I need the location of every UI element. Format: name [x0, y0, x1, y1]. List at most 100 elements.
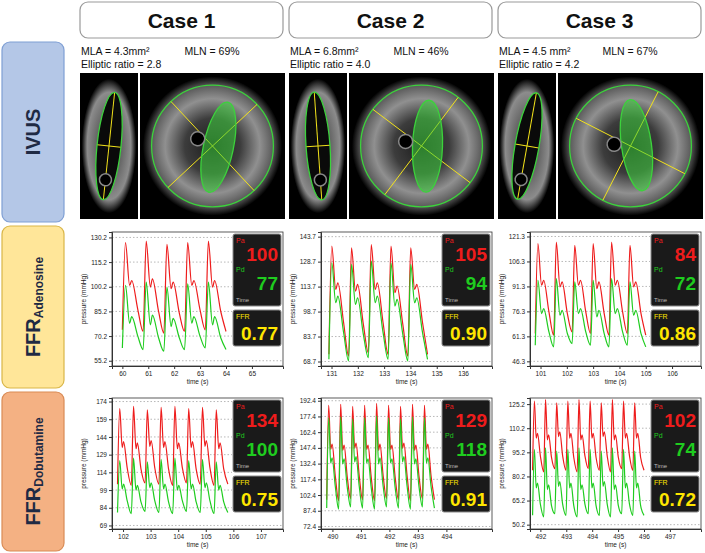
y-axis: 698499114129144159174: [96, 398, 112, 529]
tick: 64: [223, 366, 231, 377]
tick-mark: [618, 529, 619, 532]
plot-frame: [530, 398, 701, 529]
ivus-image: [80, 73, 138, 219]
tick: 98.7: [303, 308, 321, 315]
minor-axis: [97, 145, 121, 148]
axis-line: [322, 530, 493, 533]
grid-line: [321, 236, 441, 237]
tick-label: 162.4: [300, 429, 317, 436]
readout-label: Pa: [654, 403, 663, 410]
ivus-mla: MLA = 4.3mm²: [81, 45, 150, 57]
tick: 46.3: [512, 358, 530, 365]
tick-label: 103: [588, 370, 599, 377]
ffr-chart: 13113213313413513668.783.798.7113.7128.7…: [289, 232, 493, 386]
tick-label: 46.3: [512, 358, 525, 365]
pressure-line: [535, 279, 645, 347]
tick: 117.4: [300, 476, 321, 483]
tick: 133: [379, 366, 390, 377]
tick-mark: [437, 366, 438, 369]
tick-mark: [646, 366, 647, 369]
tick-label: 492: [384, 533, 395, 540]
plot-background: [530, 398, 701, 529]
x-axis: 492493494495496497: [531, 529, 702, 540]
tick-mark: [527, 361, 530, 362]
tick-label: 70.2: [94, 333, 107, 340]
tick: 103: [146, 529, 157, 540]
tick-mark: [384, 366, 385, 369]
tick: 95.2: [512, 449, 530, 456]
tick-label: 102: [562, 370, 573, 377]
ffr-label: FFR: [236, 313, 250, 320]
tick-label: 60: [119, 370, 127, 377]
tick-label: 135: [432, 370, 443, 377]
tick: 101: [536, 366, 547, 377]
tick-mark: [463, 366, 464, 369]
plot-background: [112, 232, 283, 366]
grid-line: [112, 454, 232, 455]
axis-line: [318, 233, 322, 367]
axis-line: [109, 233, 113, 367]
tick-mark: [174, 366, 175, 369]
tick-label: 115.2: [91, 259, 107, 266]
tick: 491: [356, 529, 367, 540]
tick-mark: [332, 366, 333, 369]
tick-mark: [109, 287, 112, 288]
tick-mark: [540, 529, 541, 532]
tick: 495: [613, 529, 624, 540]
tick-mark: [527, 476, 530, 477]
ffr-chart: 102103104105106107698499114129144159174t…: [80, 398, 284, 549]
plot-frame: [321, 398, 492, 529]
readout-value: 72: [675, 273, 696, 294]
pressure-readout: Pa105Pd94TimeFFR0.90: [442, 234, 490, 346]
y-axis-title: pressure (mmHg): [80, 274, 88, 325]
y-axis: 55.270.285.2100.2115.2130.2: [91, 233, 113, 367]
plot-background: [321, 232, 492, 366]
tick-mark: [109, 237, 112, 238]
tick-mark: [109, 311, 112, 312]
grid-line: [530, 428, 650, 429]
grid-line: [112, 262, 232, 263]
lumen-fill: [302, 91, 333, 200]
ivus-panel: MLA = 4.5 mm²Elliptic ratio = 4.2MLN = 6…: [498, 45, 703, 219]
case-header-box: [80, 2, 283, 38]
ffr-value: 0.91: [450, 489, 487, 510]
grid-line: [112, 472, 232, 473]
lumen-group: [91, 91, 126, 201]
tick-mark: [446, 529, 447, 532]
tick-label: 494: [587, 533, 598, 540]
readout-label: Pd: [445, 266, 454, 273]
tick-label: 62: [171, 370, 179, 377]
tick: 103: [588, 366, 599, 377]
grid-line: [321, 416, 441, 417]
x-axis: 490491492493494: [322, 529, 493, 540]
tick-label: 105: [201, 533, 212, 540]
tick: 128.7: [300, 258, 321, 265]
tick: 105: [641, 366, 652, 377]
grid-line: [321, 261, 441, 262]
tick: 497: [665, 529, 676, 540]
tick-label: 87.4: [303, 507, 316, 514]
tick-label: 131: [327, 370, 338, 377]
plot-frame: [112, 398, 283, 529]
ffr-value: 0.72: [659, 489, 696, 510]
minor-axis: [306, 145, 330, 147]
tick: 115.2: [91, 259, 112, 266]
tick-label: 63: [197, 370, 205, 377]
grid-line: [321, 311, 441, 312]
tick-label: 143.7: [300, 233, 317, 240]
case-title: Case 2: [357, 9, 425, 32]
tick-mark: [670, 529, 671, 532]
readout-value: 118: [456, 439, 487, 460]
tick-mark: [318, 287, 321, 288]
tick-mark: [151, 529, 152, 532]
grid-line: [530, 311, 650, 312]
row-label: IVUS: [22, 109, 44, 156]
ffr-label: FFR: [445, 479, 459, 486]
tick-label: 136: [458, 370, 469, 377]
vessel-contour: [570, 85, 692, 207]
pressure-line: [327, 416, 435, 509]
readout-label: Pd: [236, 266, 245, 273]
tick-mark: [644, 529, 645, 532]
x-axis-title: time (s): [187, 378, 209, 386]
grid-line: [530, 361, 701, 362]
